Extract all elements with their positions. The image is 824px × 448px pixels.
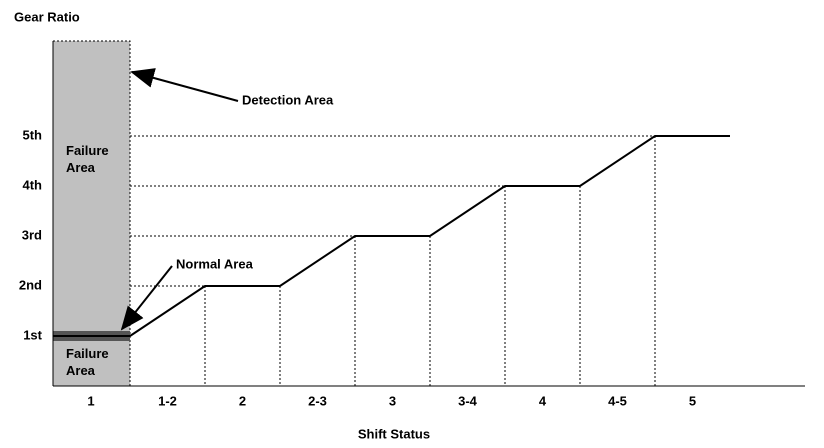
detection-arrow: [130, 68, 239, 102]
y-tick-label: 5th: [23, 127, 43, 142]
x-tick-label: 3-4: [458, 393, 478, 408]
x-tick-label: 5: [689, 393, 696, 408]
normal-label: Normal Area: [176, 256, 254, 271]
x-tick-label: 4-5: [608, 393, 627, 408]
x-tick-label: 2: [239, 393, 246, 408]
y-tick-label: 3rd: [22, 227, 42, 242]
detection-area: [52, 40, 131, 387]
failure-label: Failure Area: [66, 143, 109, 175]
detection-label: Detection Area: [242, 92, 334, 107]
x-tick-label: 1-2: [158, 393, 177, 408]
x-tick-label: 3: [389, 393, 396, 408]
failure-label: Failure Area: [66, 346, 109, 378]
x-tick-label: 1: [87, 393, 94, 408]
x-tick-label: 4: [539, 393, 547, 408]
y-axis-title: Gear Ratio: [14, 9, 80, 24]
x-tick-label: 2-3: [308, 393, 327, 408]
y-tick-label: 1st: [23, 327, 42, 342]
y-tick-label: 2nd: [19, 277, 42, 292]
y-tick-label: 4th: [23, 177, 43, 192]
x-axis-title: Shift Status: [358, 426, 430, 441]
normal-arrow: [120, 265, 173, 331]
